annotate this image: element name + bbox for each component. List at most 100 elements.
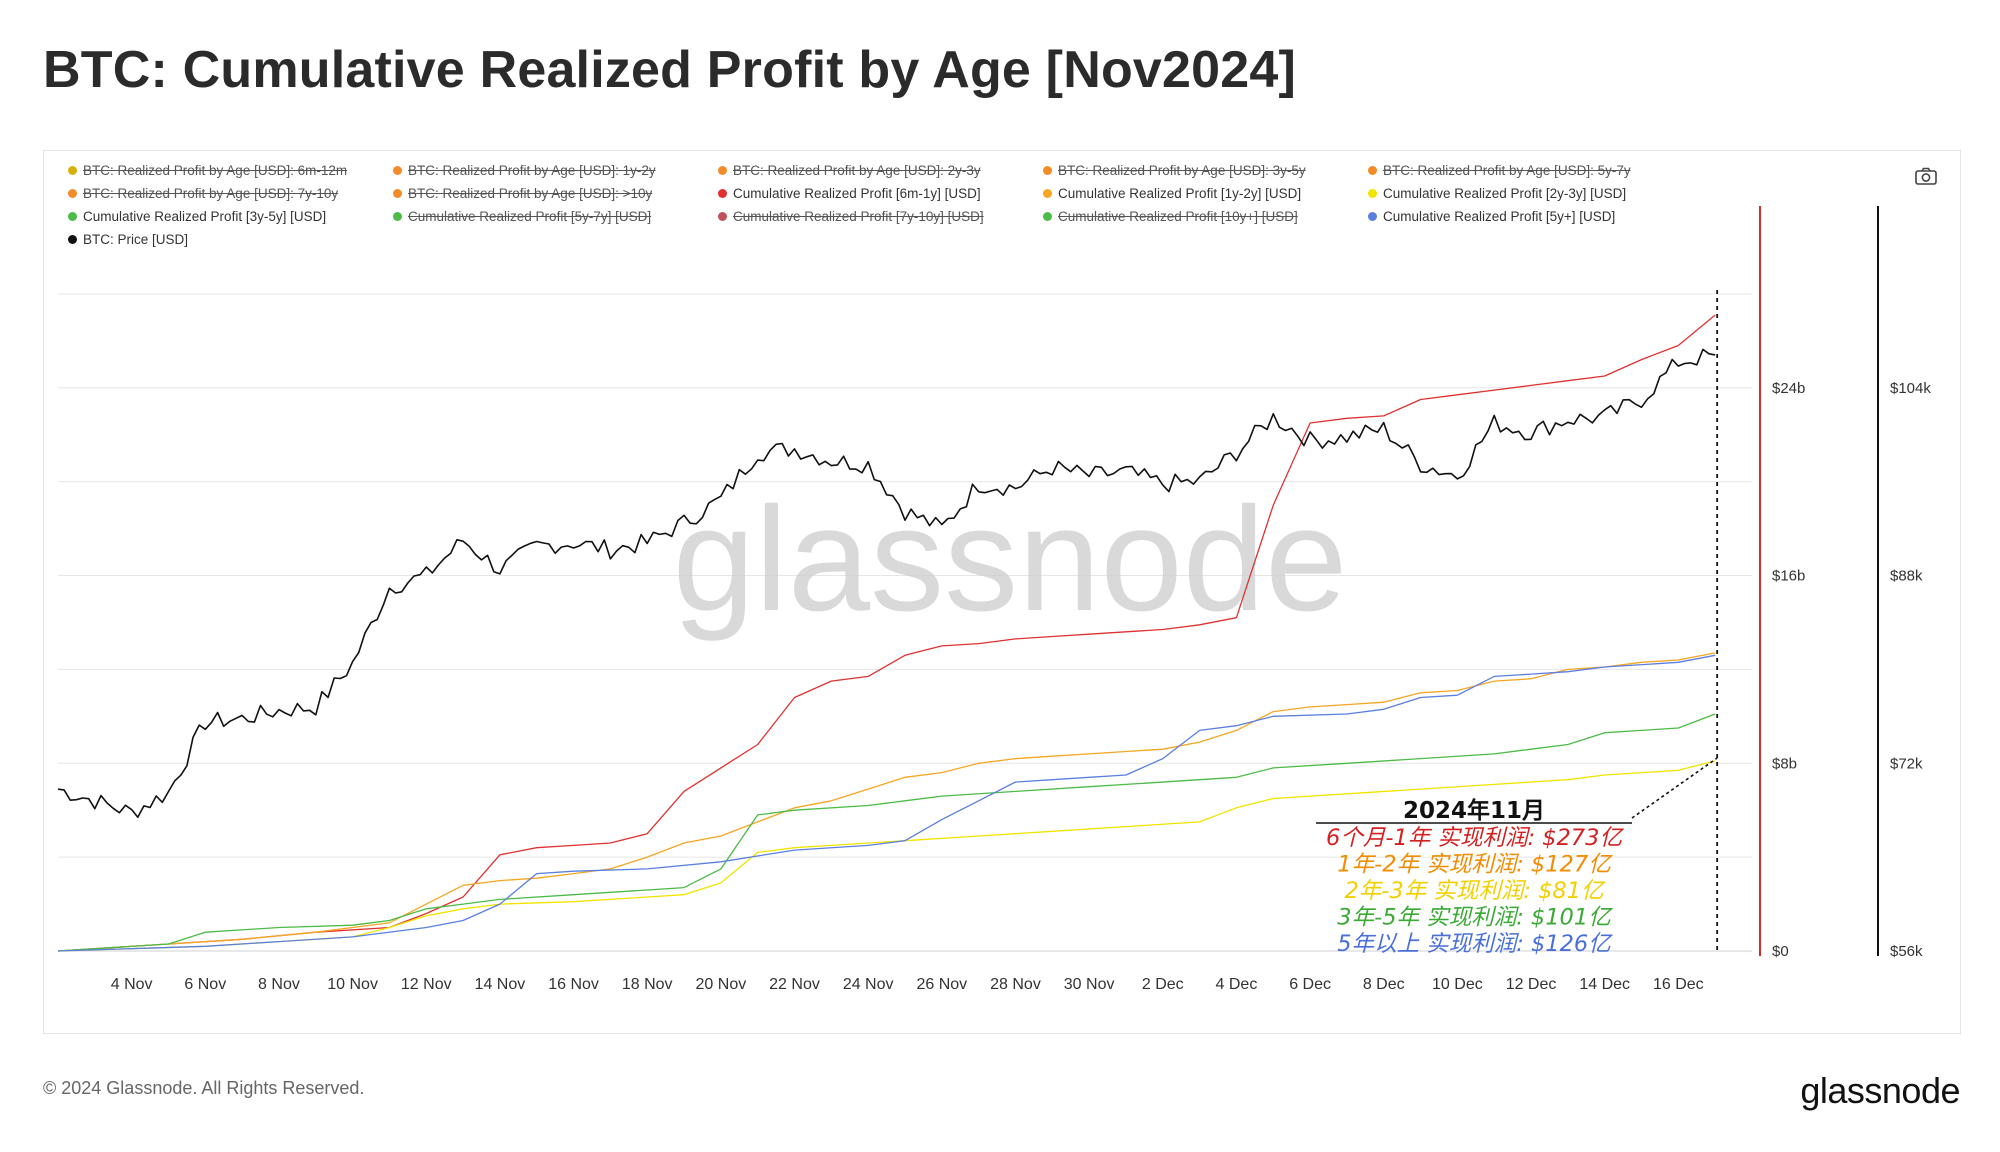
legend-item[interactable]: BTC: Realized Profit by Age [USD]: >10y <box>393 184 652 202</box>
x-tick-label: 14 Nov <box>475 976 526 993</box>
x-tick-label: 4 Nov <box>111 976 153 993</box>
annotation-line: 6个月-1年 实现利润: $273亿 <box>1326 825 1624 851</box>
legend-label: Cumulative Realized Profit [2y-3y] [USD] <box>1383 185 1627 201</box>
legend-label: BTC: Realized Profit by Age [USD]: 1y-2y <box>408 162 656 178</box>
legend-label: BTC: Price [USD] <box>83 231 189 247</box>
page-title: BTC: Cumulative Realized Profit by Age [… <box>43 41 1297 99</box>
axes: 4 Nov 6 Nov 8 Nov 10 Nov 12 Nov 14 Nov 16 Nov 1… <box>111 206 1931 993</box>
legend-marker <box>68 165 77 175</box>
y-right-tick-label: $104k <box>1890 380 1931 397</box>
legend-label: Cumulative Realized Profit [6m-1y] [USD] <box>733 185 981 201</box>
legend-label: BTC: Realized Profit by Age [USD]: 3y-5y <box>1058 162 1306 178</box>
glassnode-logo: glassnode <box>1800 1070 1960 1111</box>
watermark: glassnode <box>673 477 1348 642</box>
x-tick-label: 6 Nov <box>184 976 226 993</box>
legend-label: Cumulative Realized Profit [5y+] [USD] <box>1383 208 1616 224</box>
legend-marker <box>1043 211 1052 221</box>
x-tick-label: 18 Nov <box>622 976 673 993</box>
legend-marker <box>393 211 402 221</box>
x-tick-label: 8 Nov <box>258 976 300 993</box>
x-tick-label: 12 Nov <box>401 976 452 993</box>
legend-label: BTC: Realized Profit by Age [USD]: 5y-7y <box>1383 162 1631 178</box>
legend-item[interactable]: Cumulative Realized Profit [5y+] [USD] <box>1368 207 1615 225</box>
legend-label: BTC: Realized Profit by Age [USD]: >10y <box>408 185 653 201</box>
legend-marker <box>68 211 77 221</box>
y-right-tick-label: $72k <box>1890 755 1923 772</box>
x-tick-label: 30 Nov <box>1064 976 1115 993</box>
legend-marker <box>1043 188 1052 198</box>
legend-marker <box>718 165 727 175</box>
grid-lines <box>58 293 1752 952</box>
legend-marker <box>1368 188 1377 198</box>
annotation-line: 1年-2年 实现利润: $127亿 <box>1337 852 1613 878</box>
x-tick-label: 10 Nov <box>327 976 378 993</box>
series-lines <box>57 290 1719 952</box>
legend-marker <box>68 188 77 198</box>
x-tick-label: 12 Dec <box>1506 976 1557 993</box>
y-left-tick-label: $8b <box>1772 755 1797 772</box>
legend-item[interactable]: BTC: Realized Profit by Age [USD]: 2y-3y <box>718 161 981 179</box>
legend-label: Cumulative Realized Profit [5y-7y] [USD] <box>408 208 652 224</box>
x-tick-label: 22 Nov <box>769 976 820 993</box>
legend-item[interactable]: Cumulative Realized Profit [10y+] [USD] <box>1043 207 1298 225</box>
legend-item[interactable]: BTC: Realized Profit by Age [USD]: 1y-2y <box>393 161 656 179</box>
x-tick-label: 26 Nov <box>916 976 967 993</box>
legend-label: Cumulative Realized Profit [10y+] [USD] <box>1058 208 1298 224</box>
y-left-tick-label: $24b <box>1772 380 1805 397</box>
legend-marker <box>1368 211 1377 221</box>
x-tick-label: 16 Nov <box>548 976 599 993</box>
annotation-line: 2年-3年 实现利润: $81亿 <box>1344 878 1606 904</box>
y-right-tick-label: $56k <box>1890 943 1923 960</box>
legend-label: Cumulative Realized Profit [1y-2y] [USD] <box>1058 185 1302 201</box>
legend-marker <box>718 188 727 198</box>
y-left-tick-label: $0 <box>1772 943 1789 960</box>
legend-item[interactable]: Cumulative Realized Profit [7y-10y] [USD… <box>718 207 984 225</box>
legend-item[interactable]: Cumulative Realized Profit [1y-2y] [USD] <box>1043 184 1301 202</box>
x-tick-label: 14 Dec <box>1579 976 1630 993</box>
series-line <box>57 652 1716 952</box>
copyright-text: © 2024 Glassnode. All Rights Reserved. <box>43 1078 365 1098</box>
chart-panel <box>43 150 1961 1034</box>
legend-item[interactable]: Cumulative Realized Profit [3y-5y] [USD] <box>68 207 326 225</box>
legend-item[interactable]: Cumulative Realized Profit [2y-3y] [USD] <box>1368 184 1626 202</box>
annotation-heading: 2024年11月 <box>1403 797 1545 824</box>
legend-marker <box>718 211 727 221</box>
series-line <box>57 314 1716 952</box>
legend-marker <box>1043 165 1052 175</box>
x-tick-label: 4 Dec <box>1216 976 1258 993</box>
legend-marker <box>393 188 402 198</box>
series-line <box>57 713 1716 952</box>
x-tick-label: 8 Dec <box>1363 976 1405 993</box>
legend-marker <box>393 165 402 175</box>
legend-item[interactable]: Cumulative Realized Profit [5y-7y] [USD] <box>393 207 651 225</box>
legend-item[interactable]: BTC: Price [USD] <box>68 230 188 248</box>
x-tick-label: 28 Nov <box>990 976 1041 993</box>
x-tick-label: 6 Dec <box>1289 976 1331 993</box>
legend-marker <box>1368 165 1377 175</box>
x-tick-label: 24 Nov <box>843 976 894 993</box>
chart-legend: BTC: Realized Profit by Age [USD]: 6m-12… <box>68 161 1688 255</box>
x-tick-label: 10 Dec <box>1432 976 1483 993</box>
legend-marker <box>68 234 77 244</box>
legend-label: BTC: Realized Profit by Age [USD]: 6m-12… <box>83 162 348 178</box>
camera-icon[interactable] <box>1914 166 1938 186</box>
y-right-tick-label: $88k <box>1890 568 1923 585</box>
legend-label: Cumulative Realized Profit [7y-10y] [USD… <box>733 208 984 224</box>
series-line <box>57 654 1716 952</box>
annotation-line: 5年以上 实现利润: $126亿 <box>1337 931 1613 957</box>
annotation-line: 3年-5年 实现利润: $101亿 <box>1337 905 1613 931</box>
legend-label: Cumulative Realized Profit [3y-5y] [USD] <box>83 208 327 224</box>
legend-item[interactable]: Cumulative Realized Profit [6m-1y] [USD] <box>718 184 981 202</box>
x-tick-label: 2 Dec <box>1142 976 1184 993</box>
annotation-connector <box>1631 757 1718 819</box>
series-line <box>57 760 1716 952</box>
legend-item[interactable]: BTC: Realized Profit by Age [USD]: 7y-10… <box>68 184 338 202</box>
y-left-tick-label: $16b <box>1772 568 1805 585</box>
legend-item[interactable]: BTC: Realized Profit by Age [USD]: 5y-7y <box>1368 161 1631 179</box>
series-line <box>57 348 1716 819</box>
legend-label: BTC: Realized Profit by Age [USD]: 2y-3y <box>733 162 981 178</box>
legend-item[interactable]: BTC: Realized Profit by Age [USD]: 6m-12… <box>68 161 347 179</box>
legend-item[interactable]: BTC: Realized Profit by Age [USD]: 3y-5y <box>1043 161 1306 179</box>
